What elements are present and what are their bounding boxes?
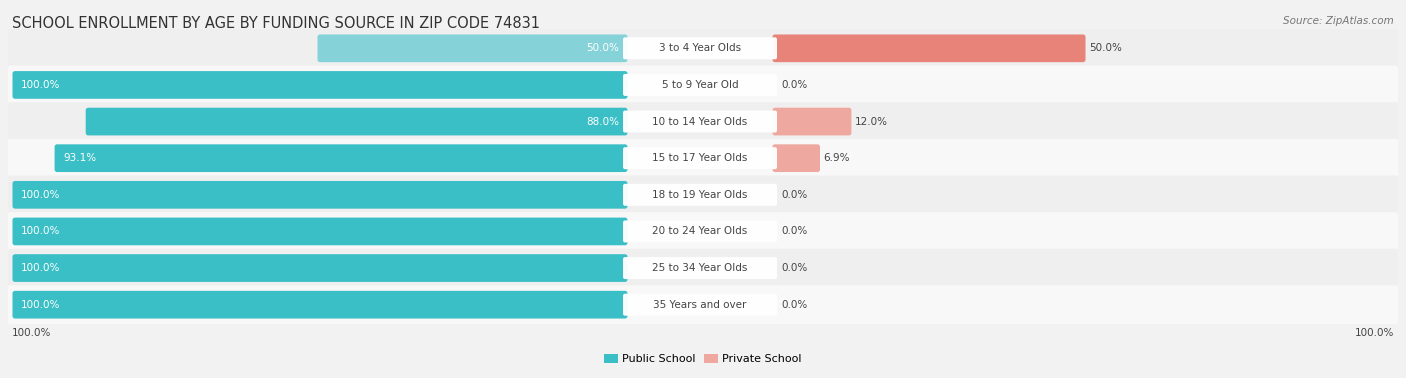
- FancyBboxPatch shape: [86, 108, 627, 135]
- Text: 3 to 4 Year Olds: 3 to 4 Year Olds: [659, 43, 741, 53]
- Text: 0.0%: 0.0%: [780, 226, 807, 236]
- FancyBboxPatch shape: [8, 102, 1398, 141]
- Text: 15 to 17 Year Olds: 15 to 17 Year Olds: [652, 153, 748, 163]
- FancyBboxPatch shape: [13, 71, 627, 99]
- FancyBboxPatch shape: [8, 139, 1398, 178]
- FancyBboxPatch shape: [318, 34, 627, 62]
- FancyBboxPatch shape: [623, 294, 778, 316]
- Text: 12.0%: 12.0%: [855, 116, 889, 127]
- Text: 100.0%: 100.0%: [21, 80, 60, 90]
- Text: 0.0%: 0.0%: [780, 263, 807, 273]
- Text: 88.0%: 88.0%: [586, 116, 619, 127]
- FancyBboxPatch shape: [623, 110, 778, 133]
- Text: 0.0%: 0.0%: [780, 190, 807, 200]
- Text: 10 to 14 Year Olds: 10 to 14 Year Olds: [652, 116, 748, 127]
- Text: 100.0%: 100.0%: [21, 300, 60, 310]
- Text: 5 to 9 Year Old: 5 to 9 Year Old: [662, 80, 738, 90]
- Text: 20 to 24 Year Olds: 20 to 24 Year Olds: [652, 226, 748, 236]
- FancyBboxPatch shape: [8, 66, 1398, 104]
- FancyBboxPatch shape: [55, 144, 627, 172]
- Text: 100.0%: 100.0%: [21, 226, 60, 236]
- Text: 25 to 34 Year Olds: 25 to 34 Year Olds: [652, 263, 748, 273]
- FancyBboxPatch shape: [8, 285, 1398, 324]
- Text: SCHOOL ENROLLMENT BY AGE BY FUNDING SOURCE IN ZIP CODE 74831: SCHOOL ENROLLMENT BY AGE BY FUNDING SOUR…: [13, 16, 540, 31]
- Text: Source: ZipAtlas.com: Source: ZipAtlas.com: [1284, 16, 1393, 26]
- Text: 0.0%: 0.0%: [780, 80, 807, 90]
- Text: 6.9%: 6.9%: [824, 153, 851, 163]
- FancyBboxPatch shape: [8, 175, 1398, 214]
- FancyBboxPatch shape: [772, 144, 820, 172]
- FancyBboxPatch shape: [623, 147, 778, 169]
- Text: 0.0%: 0.0%: [780, 300, 807, 310]
- FancyBboxPatch shape: [623, 184, 778, 206]
- FancyBboxPatch shape: [8, 29, 1398, 68]
- Legend: Public School, Private School: Public School, Private School: [600, 349, 806, 369]
- FancyBboxPatch shape: [13, 291, 627, 319]
- FancyBboxPatch shape: [623, 220, 778, 242]
- FancyBboxPatch shape: [623, 257, 778, 279]
- FancyBboxPatch shape: [8, 249, 1398, 287]
- FancyBboxPatch shape: [13, 218, 627, 245]
- Text: 100.0%: 100.0%: [13, 328, 52, 338]
- Text: 100.0%: 100.0%: [21, 263, 60, 273]
- Text: 100.0%: 100.0%: [21, 190, 60, 200]
- FancyBboxPatch shape: [13, 181, 627, 209]
- Text: 50.0%: 50.0%: [1090, 43, 1122, 53]
- FancyBboxPatch shape: [13, 254, 627, 282]
- FancyBboxPatch shape: [772, 108, 852, 135]
- FancyBboxPatch shape: [623, 37, 778, 59]
- FancyBboxPatch shape: [772, 34, 1085, 62]
- FancyBboxPatch shape: [623, 74, 778, 96]
- Text: 18 to 19 Year Olds: 18 to 19 Year Olds: [652, 190, 748, 200]
- Text: 35 Years and over: 35 Years and over: [654, 300, 747, 310]
- Text: 93.1%: 93.1%: [63, 153, 96, 163]
- Text: 50.0%: 50.0%: [586, 43, 619, 53]
- Text: 100.0%: 100.0%: [1354, 328, 1393, 338]
- FancyBboxPatch shape: [8, 212, 1398, 251]
